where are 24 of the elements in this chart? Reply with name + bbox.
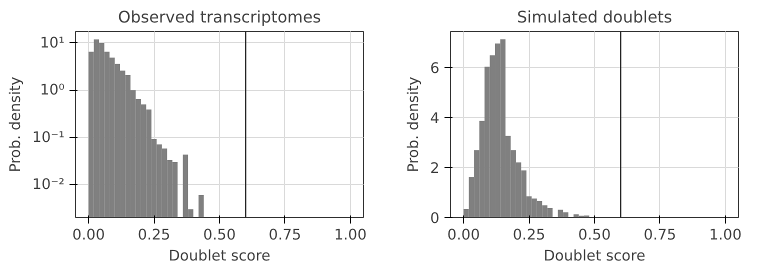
x-tick-label: 0.50 xyxy=(578,226,611,244)
y-tick-label: 10⁰ xyxy=(40,82,65,99)
y-tick-label: 6 xyxy=(430,60,440,78)
y-tick-label: 0 xyxy=(430,210,440,227)
x-tick-label: 0.50 xyxy=(203,226,236,244)
x-tick-label: 0.00 xyxy=(72,226,105,244)
x-tick-label: 0.25 xyxy=(138,226,170,244)
y-tick-label: 10¹ xyxy=(40,34,65,52)
y-axis-title: Prob. density xyxy=(7,76,24,172)
x-axis-title: Doublet score xyxy=(168,248,270,264)
x-tick-label: 0.75 xyxy=(644,226,676,244)
y-tick-label: 4 xyxy=(430,110,440,128)
chart-title: Simulated doublets xyxy=(516,8,672,26)
x-tick-label: 0.00 xyxy=(447,226,480,244)
y-axis-title: Prob. density xyxy=(405,76,422,172)
x-tick-label: 1.00 xyxy=(709,226,742,244)
y-tick-label: 10⁻² xyxy=(32,176,65,194)
x-tick-label: 0.75 xyxy=(268,226,302,244)
x-tick-label: 0.25 xyxy=(512,226,546,244)
y-tick-label: 10⁻¹ xyxy=(32,128,65,146)
x-axis-title: Doublet score xyxy=(544,248,646,264)
chart-title: Observed transcriptomes xyxy=(118,8,321,26)
x-tick-label: 1.00 xyxy=(334,226,367,244)
y-tick-label: 2 xyxy=(430,160,440,178)
